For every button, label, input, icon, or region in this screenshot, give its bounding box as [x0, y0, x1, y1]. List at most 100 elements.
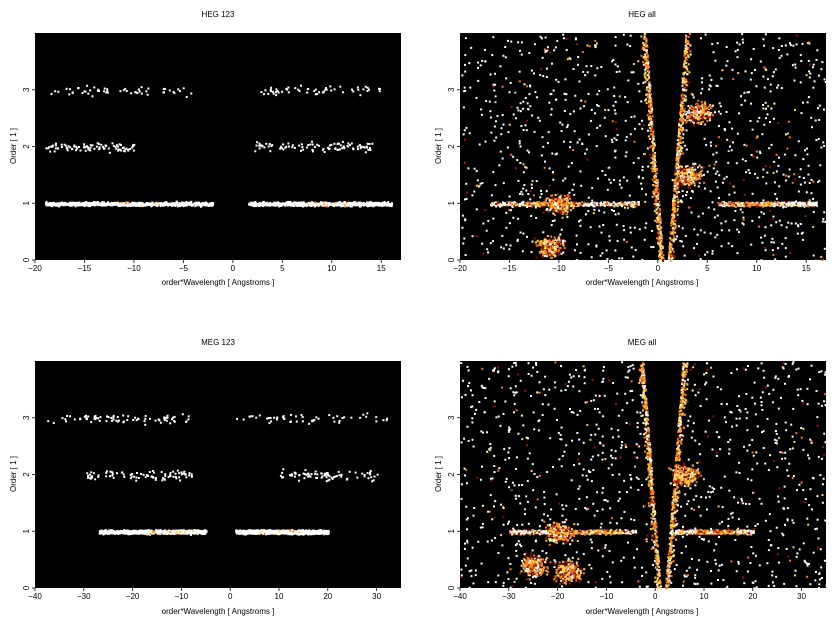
data-point [812, 180, 815, 183]
data-point [106, 89, 109, 92]
data-point [633, 203, 636, 206]
data-point [670, 220, 673, 223]
data-point [594, 44, 596, 47]
data-point [650, 117, 653, 120]
data-point [509, 81, 512, 84]
data-point [166, 204, 169, 207]
data-point [272, 92, 275, 95]
data-point [763, 234, 766, 237]
data-point [626, 203, 629, 206]
data-point [548, 101, 551, 104]
data-point [503, 202, 506, 205]
data-point [261, 204, 264, 207]
data-point [533, 72, 535, 75]
data-point [672, 257, 675, 259]
data-point [770, 241, 773, 244]
data-point [729, 203, 732, 206]
data-point [124, 148, 127, 151]
data-point [741, 158, 744, 161]
data-point [287, 142, 290, 145]
data-point [492, 83, 495, 86]
data-point [53, 202, 56, 205]
data-point [638, 228, 641, 231]
data-point [699, 229, 702, 232]
data-point [480, 108, 483, 111]
data-point [129, 148, 132, 150]
data-point [554, 98, 557, 101]
data-point [500, 127, 503, 130]
data-point [761, 203, 764, 206]
data-point [774, 258, 777, 261]
data-point [676, 170, 679, 173]
data-point [106, 91, 109, 94]
data-point [189, 203, 192, 205]
data-point [657, 238, 660, 241]
data-point [111, 142, 114, 145]
data-point [812, 225, 815, 228]
data-point [641, 45, 644, 48]
data-point [805, 191, 808, 194]
data-point [173, 92, 176, 95]
data-point [103, 87, 106, 90]
data-point [564, 98, 567, 101]
data-point [641, 169, 644, 172]
data-point [145, 202, 148, 205]
data-point [541, 136, 544, 139]
data-point [572, 183, 575, 186]
data-point [520, 53, 523, 56]
data-point [203, 203, 206, 206]
data-point [499, 150, 502, 153]
data-point [496, 115, 499, 118]
data-point [632, 255, 635, 258]
data-point [185, 204, 188, 207]
data-point [177, 202, 180, 205]
data-point [522, 100, 525, 103]
data-point [795, 203, 798, 206]
data-point [77, 146, 80, 148]
data-point [723, 205, 726, 208]
data-point [672, 208, 675, 211]
data-point [615, 138, 618, 141]
data-point [611, 60, 614, 63]
data-point [544, 51, 547, 54]
data-point [96, 142, 99, 145]
data-point [501, 85, 504, 88]
data-point [599, 204, 602, 207]
data-point [528, 203, 531, 206]
data-point [678, 147, 681, 150]
data-point [590, 203, 593, 206]
data-point [362, 146, 365, 149]
data-point [333, 88, 336, 91]
data-point [367, 148, 370, 151]
data-point [679, 148, 682, 151]
data-point [268, 143, 271, 145]
data-point [275, 88, 278, 91]
data-point [504, 56, 507, 59]
data-point [96, 89, 99, 92]
data-point [612, 104, 615, 107]
data-point [610, 203, 613, 206]
data-point [324, 88, 327, 91]
data-point [624, 139, 627, 142]
data-point [699, 123, 702, 125]
data-point [687, 63, 690, 66]
data-point [322, 90, 325, 93]
data-point [646, 56, 649, 59]
data-point [705, 143, 708, 146]
data-point [535, 202, 538, 205]
data-point [669, 231, 672, 234]
data-point [520, 190, 523, 193]
data-point [573, 193, 576, 196]
data-point [652, 137, 655, 140]
data-point [155, 203, 158, 206]
data-point [282, 203, 285, 206]
data-point [485, 229, 488, 232]
data-point [534, 205, 537, 208]
data-point [569, 141, 572, 143]
data-point [649, 121, 652, 124]
data-point [780, 202, 783, 205]
data-point [653, 184, 656, 187]
data-point [787, 120, 790, 123]
data-point [597, 203, 600, 206]
data-point [731, 127, 734, 130]
